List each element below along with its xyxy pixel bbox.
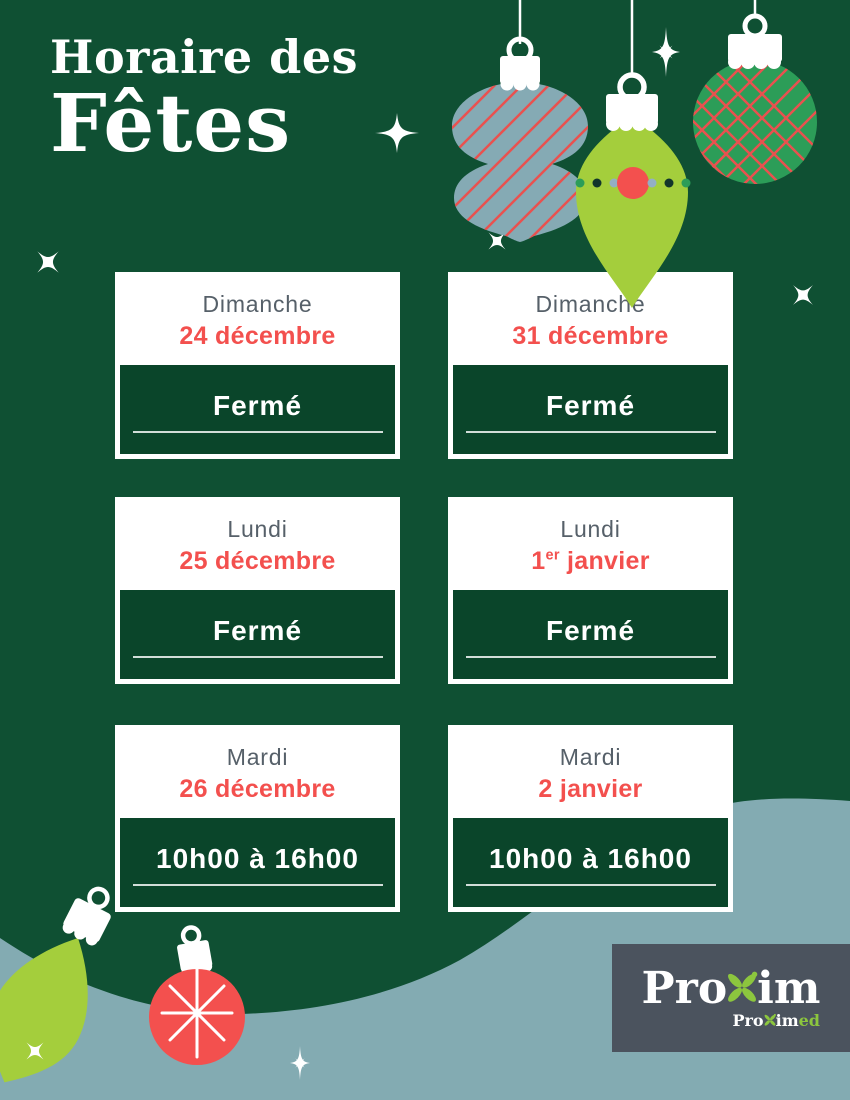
card-date: 1er janvier [531, 547, 650, 575]
schedule-card-2-jan: Mardi 2 janvier 10h00 à 16h00 [448, 725, 733, 912]
card-hours: 10h00 à 16h00 [489, 843, 692, 874]
card-hours: Fermé [212, 615, 303, 646]
schedule-card-25-dec: Lundi 25 décembre Fermé [115, 497, 400, 684]
title-line2: Fêtes [50, 75, 292, 170]
card-date: 26 décembre [179, 775, 336, 803]
hours-underline [132, 656, 383, 658]
card-day: Mardi [226, 744, 289, 770]
card-hours: Fermé [545, 390, 636, 421]
proxim-petal-x-icon [728, 971, 758, 1002]
schedule-card-24-dec: Dimanche 24 décembre Fermé [115, 272, 400, 459]
proxim-logo: Pro im Pro im ed [612, 944, 850, 1052]
card-day: Lundi [560, 516, 621, 542]
proximed-wordmark: Pro im ed [732, 1011, 820, 1030]
cross-sparkle-icon [18, 1034, 52, 1068]
hours-underline [132, 431, 383, 433]
card-date: 2 janvier [538, 775, 643, 803]
title-line1: Horaire des [50, 30, 359, 84]
proxim-wordmark: Pro im [641, 963, 821, 1014]
card-hours: Fermé [545, 615, 636, 646]
card-day: Mardi [559, 744, 622, 770]
card-day: Dimanche [202, 291, 313, 317]
snowflake-ball-ornament-icon [149, 925, 245, 1065]
schedule-card-26-dec: Mardi 26 décembre 10h00 à 16h00 [115, 725, 400, 912]
cross-sparkle-icon [783, 275, 823, 315]
hours-underline [465, 656, 716, 658]
hours-underline [465, 884, 716, 886]
card-date: 31 décembre [512, 322, 669, 350]
sparkle-icon [375, 113, 419, 153]
page-title: Horaire des Fêtes [50, 34, 358, 165]
hours-underline [465, 431, 716, 433]
card-hours: 10h00 à 16h00 [156, 843, 359, 874]
striped-finial-ornament-icon [452, 36, 588, 242]
cross-sparkle-icon [480, 224, 514, 258]
lattice-ball-ornament-icon [693, 13, 817, 184]
snowflake-icon [160, 967, 234, 1059]
cross-sparkle-icon [26, 240, 70, 284]
proxim-petal-x-icon [764, 1013, 776, 1026]
sparkle-icon [290, 1046, 310, 1080]
schedule-card-1-jan: Lundi 1er janvier Fermé [448, 497, 733, 684]
hours-underline [132, 884, 383, 886]
sparkle-icon [652, 27, 680, 77]
card-date: 24 décembre [179, 322, 336, 350]
card-date: 25 décembre [179, 547, 336, 575]
card-day: Lundi [227, 516, 288, 542]
card-hours: Fermé [212, 390, 303, 421]
schedule-card-31-dec: Dimanche 31 décembre Fermé [448, 272, 733, 459]
card-day: Dimanche [535, 291, 646, 317]
